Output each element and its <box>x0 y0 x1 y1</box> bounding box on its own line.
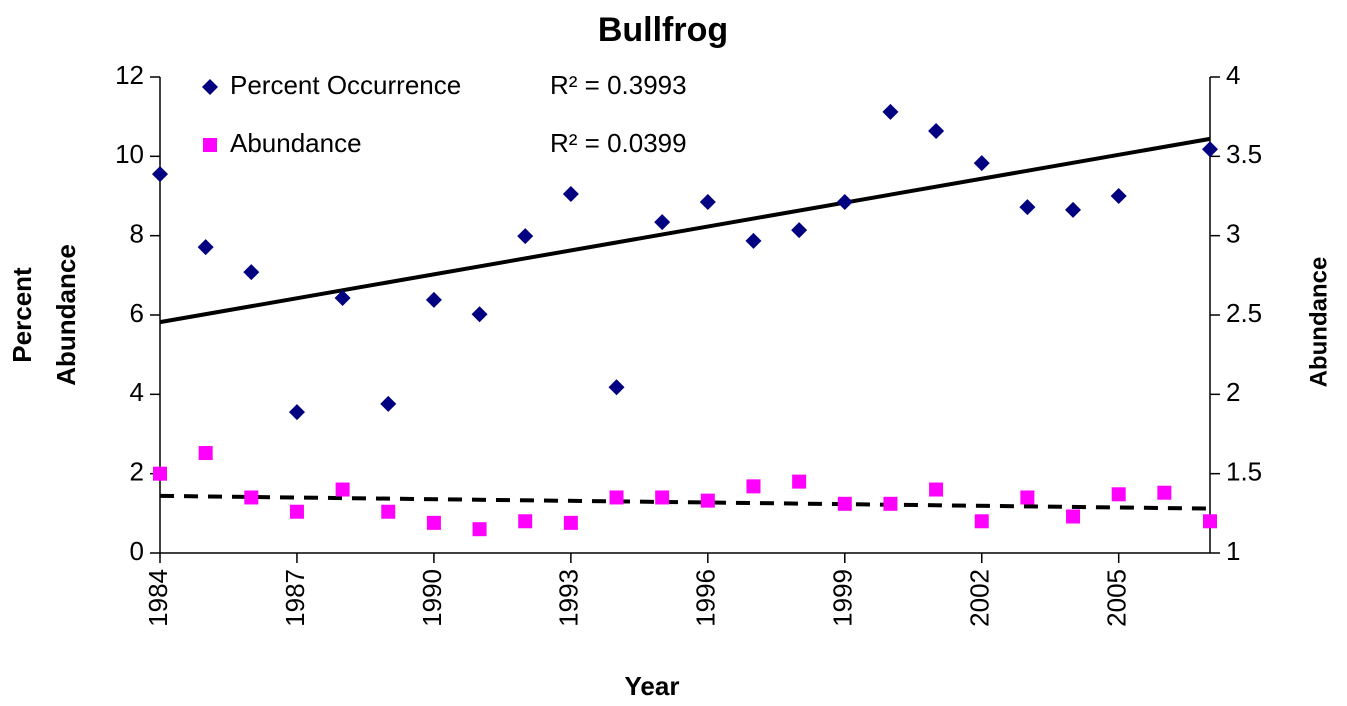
point <box>608 379 625 396</box>
point <box>562 186 579 203</box>
point <box>1157 485 1172 500</box>
point <box>289 504 304 519</box>
point <box>153 466 167 481</box>
point <box>152 166 168 183</box>
point <box>974 514 989 529</box>
point <box>654 214 671 231</box>
y-axis-title: Percent <box>7 267 37 363</box>
y-axis-title: Abundance <box>51 244 81 386</box>
point <box>518 514 533 529</box>
x-tick-label: 1990 <box>417 569 447 627</box>
y-tick-label: 8 <box>130 219 144 249</box>
point <box>1065 201 1082 218</box>
point <box>197 239 214 256</box>
point <box>198 446 213 461</box>
point <box>472 522 487 537</box>
point <box>655 490 670 505</box>
y2-tick-label: 1.5 <box>1226 457 1262 487</box>
point <box>243 264 260 281</box>
y2-axis-title: Abundance <box>1305 257 1332 388</box>
point <box>1066 509 1081 524</box>
point <box>700 493 715 508</box>
x-tick-label: 1984 <box>143 569 173 627</box>
point <box>973 155 990 172</box>
point <box>1110 188 1127 204</box>
y2-tick-label: 1 <box>1226 536 1240 566</box>
point <box>836 193 853 210</box>
legend-marker <box>202 79 218 95</box>
point <box>517 228 534 245</box>
point <box>381 504 396 519</box>
legend-marker <box>203 138 217 152</box>
point <box>837 496 852 511</box>
point <box>471 306 488 323</box>
point <box>746 479 761 494</box>
y-tick-label: 4 <box>130 377 144 407</box>
y-tick-label: 2 <box>130 457 144 487</box>
point <box>882 103 899 120</box>
point <box>1203 514 1217 529</box>
x-tick-label: 1987 <box>280 569 310 627</box>
point <box>609 490 624 505</box>
point <box>426 515 441 530</box>
point <box>883 496 898 511</box>
point <box>244 490 259 505</box>
x-tick-label: 2002 <box>965 569 995 627</box>
y2-tick-label: 2 <box>1226 377 1240 407</box>
r2-label: R² = 0.0399 <box>550 128 687 158</box>
x-tick-label: 1993 <box>554 569 584 627</box>
point <box>791 222 808 239</box>
point <box>745 232 762 249</box>
legend-label: Percent Occurrence <box>230 70 461 100</box>
x-tick-label: 1999 <box>828 569 858 627</box>
point <box>1020 490 1035 505</box>
y-tick-label: 0 <box>130 536 144 566</box>
point <box>563 515 578 530</box>
point <box>928 122 945 139</box>
point <box>792 474 807 489</box>
y-tick-label: 10 <box>115 139 144 169</box>
point <box>929 482 944 497</box>
point <box>380 395 397 412</box>
point <box>425 291 442 308</box>
point <box>699 193 716 210</box>
chart-title: Bullfrog <box>598 11 728 49</box>
y-tick-label: 6 <box>130 298 144 328</box>
point <box>1019 199 1036 216</box>
point <box>1202 141 1218 158</box>
point <box>335 482 350 497</box>
x-axis-title: Year <box>625 671 680 701</box>
y2-tick-label: 2.5 <box>1226 298 1262 328</box>
y-tick-label: 12 <box>115 60 144 90</box>
legend-label: Abundance <box>230 128 362 158</box>
trend-line <box>159 493 1211 511</box>
point <box>1111 487 1126 502</box>
r2-label: R² = 0.3993 <box>550 70 687 100</box>
x-tick-label: 2005 <box>1102 569 1132 627</box>
y2-tick-label: 4 <box>1226 60 1240 90</box>
point <box>334 289 351 306</box>
point <box>288 404 305 421</box>
trend-line <box>159 136 1211 325</box>
x-tick-label: 1996 <box>691 569 721 627</box>
y2-tick-label: 3 <box>1226 219 1240 249</box>
y2-tick-label: 3.5 <box>1226 139 1262 169</box>
